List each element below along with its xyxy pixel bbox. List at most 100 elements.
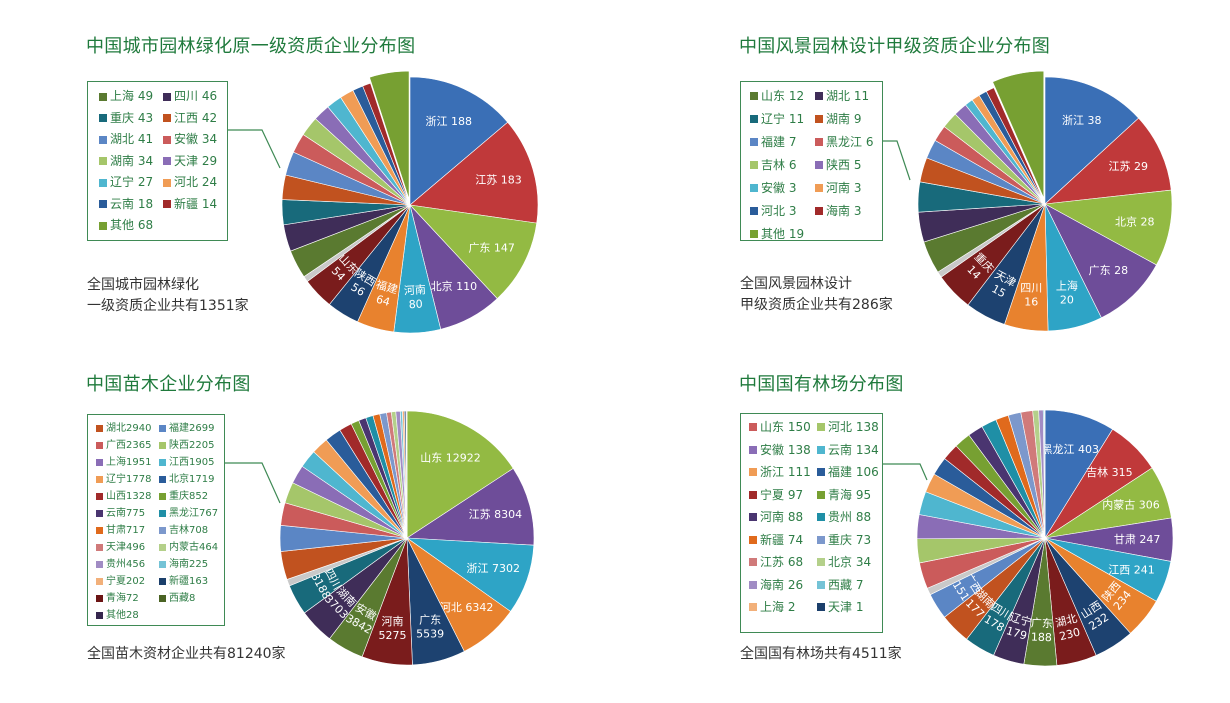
legend-item: 内蒙古464 <box>159 539 229 556</box>
legend-label: 青海72 <box>106 593 139 604</box>
legend-label: 黑龙江 6 <box>826 135 874 149</box>
slice-label: 北京 110 <box>431 279 478 293</box>
legend-swatch-icon <box>817 490 825 499</box>
legend-swatch-icon <box>817 603 825 611</box>
legend-label: 云南775 <box>106 508 146 519</box>
chart-panel-landscape-design: 中国风景园林设计甲级资质企业分布图 山东 12 湖北 11 辽宁 11 湖南 9 福建 … <box>615 0 1230 350</box>
legend-label: 福建2699 <box>169 423 215 434</box>
legend-label: 贵州456 <box>106 559 146 570</box>
legend-label: 山东 12 <box>761 89 805 103</box>
chart-panel-state-forest-farms: 中国国有林场分布图 山东 150 河北 138 安徽 138 云南 134 浙江 111… <box>615 355 1230 703</box>
legend-swatch-icon <box>817 468 825 476</box>
slice-label: 河南80 <box>404 283 428 311</box>
legend-label: 浙江 111 <box>760 465 811 479</box>
legend-label: 安徽 34 <box>174 132 218 146</box>
legend-label: 云南 134 <box>828 442 879 457</box>
legend-item: 广西2365 <box>96 437 159 454</box>
chart-panel-urban-landscape: 中国城市园林绿化原一级资质企业分布图 上海 49 四川 46 重庆 43 江西 42 湖… <box>0 0 600 350</box>
legend-item: 河南 3 <box>815 179 885 197</box>
legend-swatch-icon <box>163 157 171 166</box>
legend-swatch-icon <box>163 114 171 123</box>
legend-label: 海南 3 <box>826 204 862 218</box>
legend-item: 天津 29 <box>163 153 227 171</box>
legend-label: 山西1328 <box>106 491 152 502</box>
legend-label: 上海 2 <box>760 600 796 614</box>
legend-label: 其他 68 <box>110 218 154 232</box>
slice-label: 福建64 <box>371 277 400 310</box>
slice-label: 黑龙江 403 <box>1042 443 1100 456</box>
legend-item: 四川 46 <box>163 88 227 106</box>
legend-label: 甘肃717 <box>106 525 146 536</box>
legend-label: 河北 138 <box>828 420 879 434</box>
legend-item: 西藏 7 <box>817 576 885 594</box>
legend-label: 吉林 6 <box>761 158 797 172</box>
legend-swatch-icon <box>96 442 103 449</box>
legend-item: 湖南 34 <box>99 153 163 171</box>
pie-slice <box>992 70 1045 199</box>
legend-item: 重庆852 <box>159 488 229 505</box>
slice-label: 广东 5539 <box>416 613 444 640</box>
legend-swatch-icon <box>749 423 757 431</box>
legend-label: 天津496 <box>106 542 146 553</box>
legend-label: 其他28 <box>106 610 139 621</box>
legend-swatch-icon <box>817 423 825 431</box>
legend-connector-line <box>225 462 281 504</box>
legend-connector-line <box>228 129 281 169</box>
legend-swatch-icon <box>159 510 166 517</box>
legend-item: 宁夏 97 <box>749 486 817 504</box>
legend-item: 贵州 88 <box>817 508 885 526</box>
legend-swatch-icon <box>817 535 825 544</box>
pie-slice <box>1044 203 1157 319</box>
note-line-2: 一级资质企业共有1351家 <box>87 298 249 314</box>
slice-label: 辽宁179 <box>1004 610 1033 643</box>
legend-item: 辽宁 27 <box>99 174 163 192</box>
legend-item: 重庆 43 <box>99 110 163 128</box>
legend-item: 云南 18 <box>99 196 163 214</box>
legend-item: 河南 88 <box>749 508 817 526</box>
legend-swatch-icon <box>815 92 823 100</box>
legend-label: 河南 3 <box>826 181 862 195</box>
legend-item: 安徽 3 <box>750 179 815 197</box>
pie-chart: 浙江 38 江苏 29 北京 28 广东 28 上海 20 四川 16 天津15 重庆14 <box>615 0 1230 350</box>
slice-label: 广东 28 <box>1089 264 1129 277</box>
note-line-1: 全国国有林场共有4511家 <box>740 646 902 662</box>
legend-label: 辽宁1778 <box>106 474 152 485</box>
legend-swatch-icon <box>99 135 107 144</box>
legend-item: 湖北2940 <box>96 420 159 437</box>
legend-connector-line <box>883 140 911 181</box>
chart-note: 全国风景园林设计 甲级资质企业共有286家 <box>740 274 893 316</box>
slice-label: 江苏 29 <box>1109 160 1149 173</box>
legend-swatch-icon <box>163 178 171 187</box>
legend-item: 云南 134 <box>817 441 885 459</box>
legend-label: 北京1719 <box>169 474 215 485</box>
legend-item: 上海 2 <box>749 598 817 616</box>
legend-label: 重庆852 <box>169 491 209 502</box>
chart-legend: 山东 150 河北 138 安徽 138 云南 134 浙江 111 福建 106 宁夏 9… <box>740 413 883 633</box>
legend-label: 安徽 3 <box>761 181 797 195</box>
legend-swatch-icon <box>750 161 758 169</box>
legend-item: 安徽 34 <box>163 131 227 149</box>
legend-swatch-icon <box>817 445 825 454</box>
chart-panel-nursery: 中国苗木企业分布图 湖北2940 福建2699 广西2365 陕西2205 上海1951… <box>0 355 600 703</box>
legend-item: 上海 49 <box>99 88 163 106</box>
legend-swatch-icon <box>96 612 103 619</box>
legend-swatch-icon <box>99 157 107 166</box>
legend-label: 上海1951 <box>106 457 152 468</box>
legend-item: 新疆163 <box>159 573 229 590</box>
pie-slice <box>406 410 514 539</box>
pie-slice <box>409 76 509 206</box>
legend-swatch-icon <box>96 544 103 551</box>
slice-label: 吉林 315 <box>1086 465 1133 479</box>
legend-label: 江苏 68 <box>760 555 804 569</box>
legend-swatch-icon <box>750 115 758 123</box>
legend-swatch-icon <box>750 138 758 146</box>
legend-swatch-icon <box>817 580 825 589</box>
pie-slice <box>985 87 1046 205</box>
legend-swatch-icon <box>815 115 823 123</box>
legend-swatch-icon <box>749 513 757 521</box>
legend-label: 西藏 7 <box>828 577 864 592</box>
legend-label: 陕西 5 <box>826 158 862 172</box>
legend-item: 湖北 41 <box>99 131 163 149</box>
chart-note: 全国城市园林绿化 一级资质企业共有1351家 <box>87 275 249 317</box>
legend-swatch-icon <box>750 184 758 192</box>
